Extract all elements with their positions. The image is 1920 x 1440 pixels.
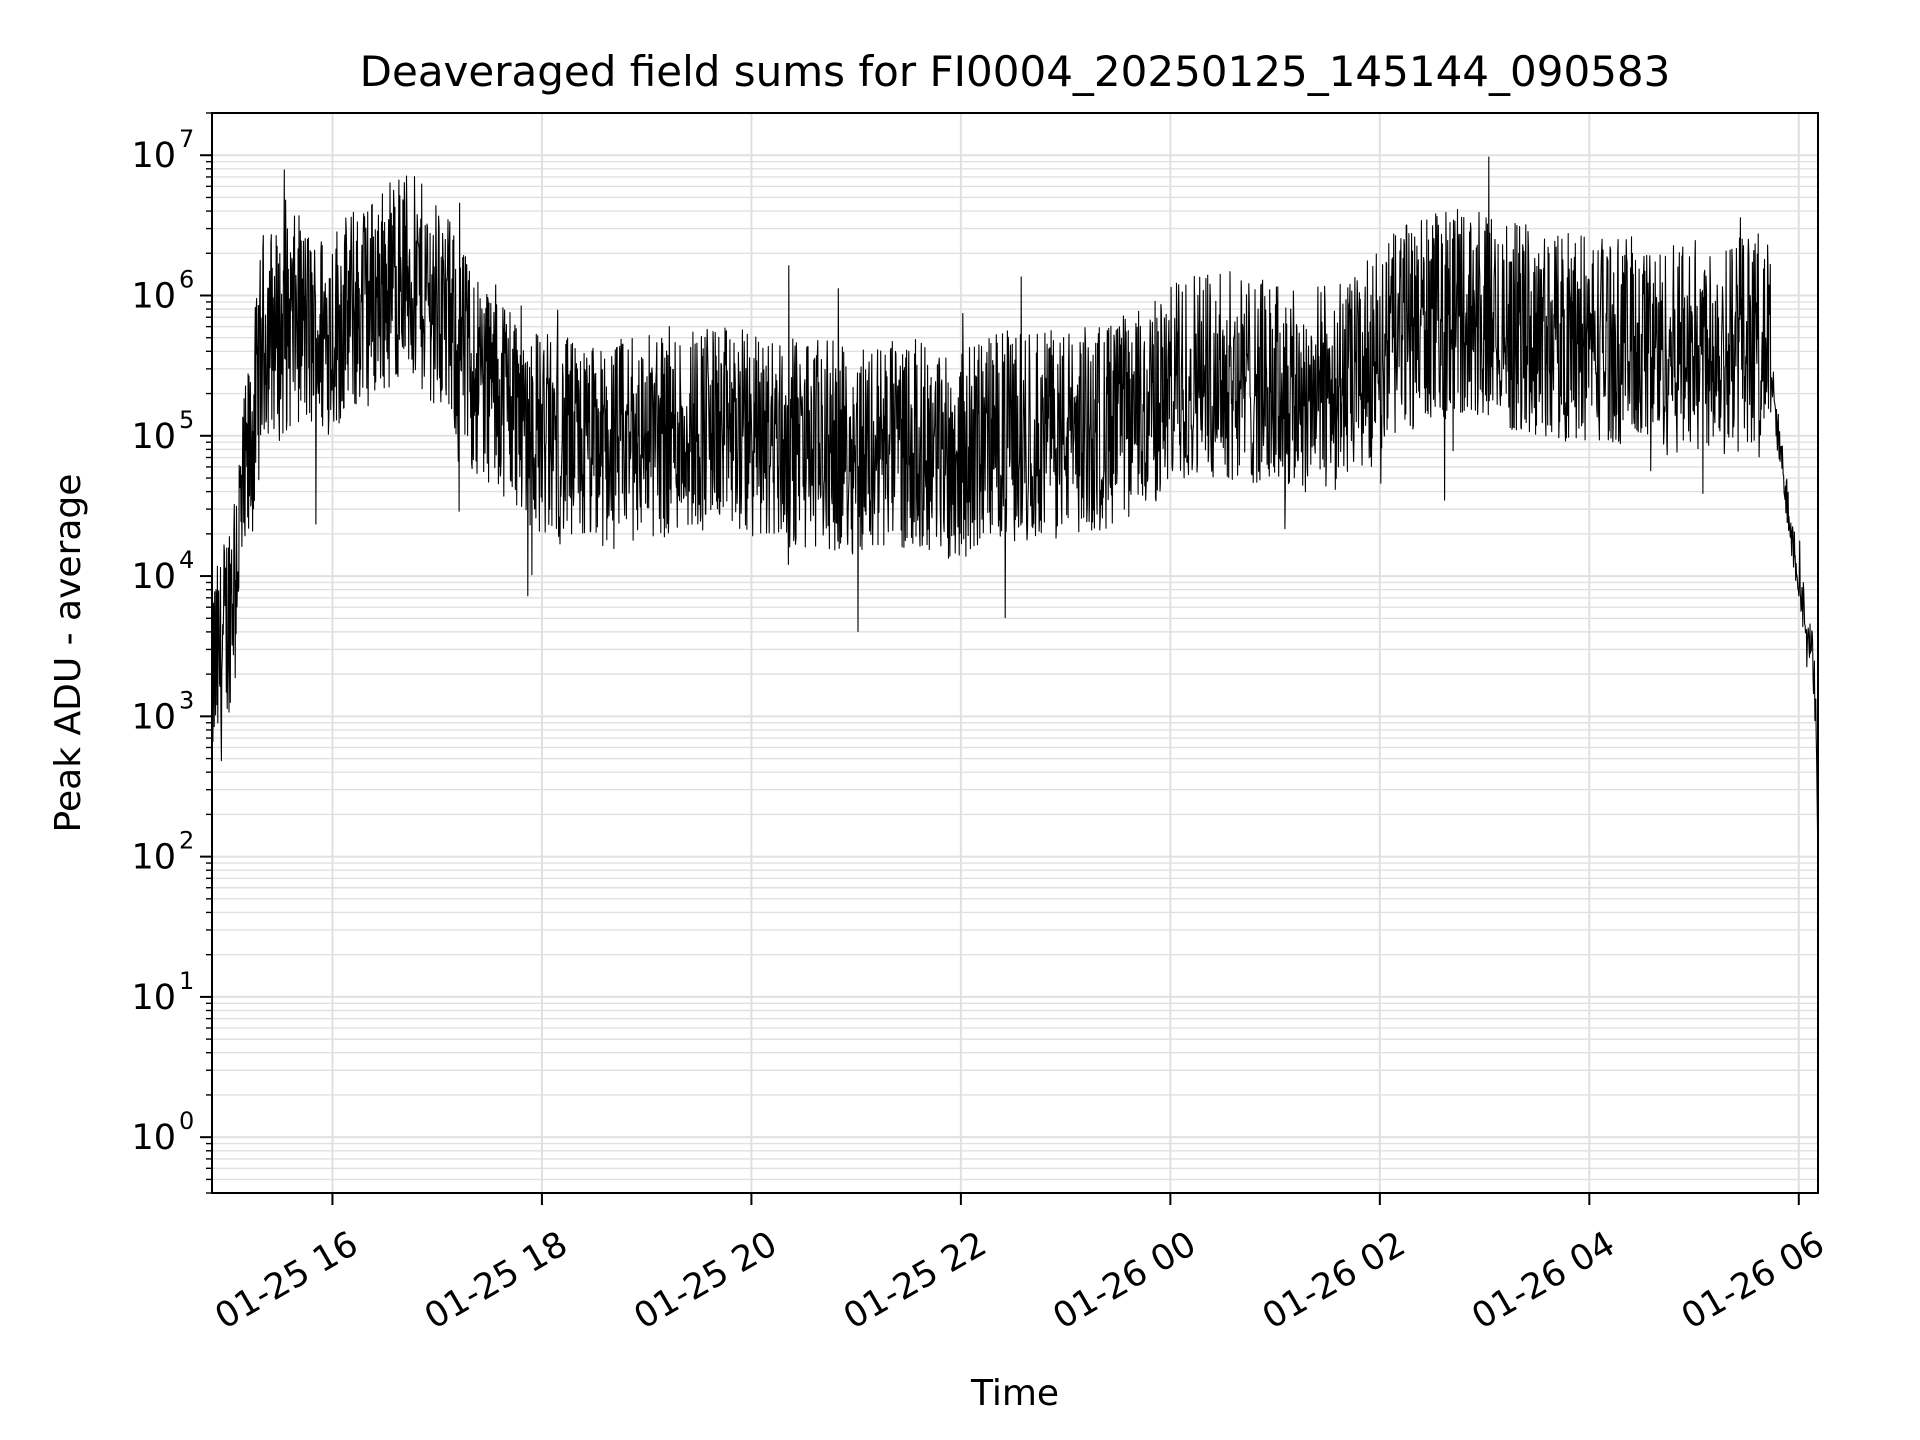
grid xyxy=(212,112,1818,1194)
y-tick-exponent: 7 xyxy=(179,125,194,153)
y-tick-label: 10 xyxy=(131,417,176,457)
plot-area-frame xyxy=(211,112,1819,1194)
x-axis: 01-25 16 01-25 18 01-25 20 01-25 22 01-26 00… xyxy=(209,1193,1831,1337)
x-tick-label: 01-26 00 xyxy=(1047,1224,1203,1337)
series-line xyxy=(211,156,1819,858)
x-axis-label: Time xyxy=(970,1373,1059,1414)
y-tick-exponent: 1 xyxy=(179,967,194,995)
x-tick-label: 01-25 20 xyxy=(628,1224,784,1337)
y-tick-label: 10 xyxy=(131,277,176,317)
y-tick-label: 10 xyxy=(131,697,176,737)
x-tick-label: 01-25 16 xyxy=(209,1224,365,1337)
x-tick-label: 01-25 22 xyxy=(837,1224,993,1337)
y-tick-exponent: 5 xyxy=(179,406,194,434)
x-tick-label: 01-26 04 xyxy=(1466,1224,1622,1337)
chart-title: Deaveraged field sums for FI0004_2025012… xyxy=(360,47,1671,96)
y-tick-label: 10 xyxy=(131,978,176,1018)
x-tick-label: 01-26 02 xyxy=(1256,1224,1412,1337)
y-axis-label: Peak ADU - average xyxy=(48,474,89,833)
x-tick-label: 01-26 06 xyxy=(1675,1224,1831,1337)
y-tick-exponent: 0 xyxy=(179,1107,194,1135)
x-tick-label: 01-25 18 xyxy=(418,1224,574,1337)
y-tick-exponent: 2 xyxy=(179,827,194,855)
y-tick-label: 10 xyxy=(131,557,176,597)
y-tick-label: 10 xyxy=(131,136,176,176)
series-layer xyxy=(211,156,1819,858)
y-tick-label: 10 xyxy=(131,1118,176,1158)
y-tick-exponent: 3 xyxy=(179,686,194,714)
y-tick-label: 10 xyxy=(131,838,176,878)
y-tick-exponent: 6 xyxy=(179,266,194,294)
y-tick-exponent: 4 xyxy=(179,546,194,574)
